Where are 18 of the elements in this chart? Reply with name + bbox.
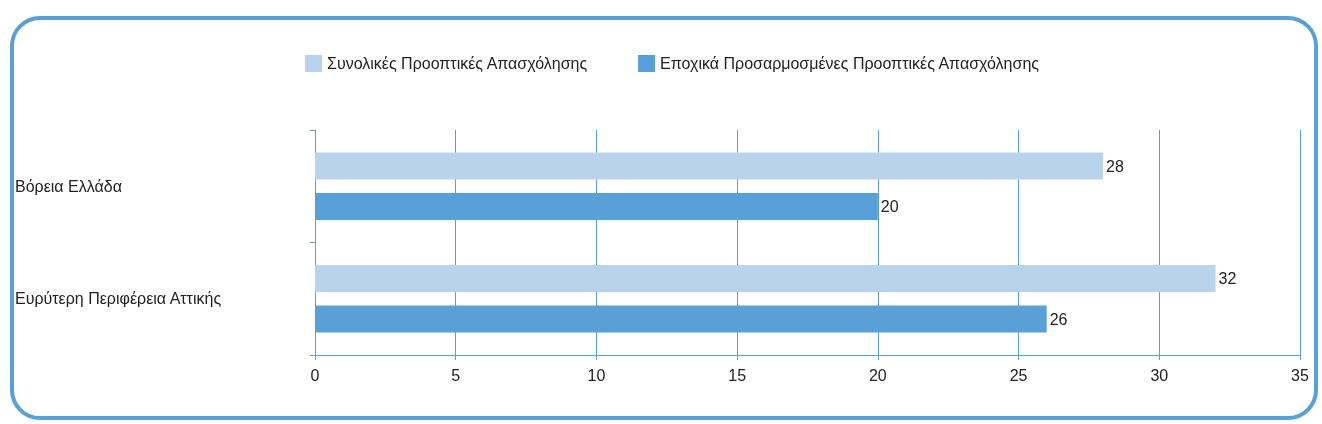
data-label: 26 [1049, 310, 1068, 328]
x-tick-label: 10 [587, 366, 606, 384]
y-tick-label: Ευρύτερη Περιφέρεια Αττικής [15, 290, 222, 308]
y-tick-label: Βόρεια Ελλάδα [15, 177, 122, 195]
x-tick-label: 5 [451, 366, 461, 384]
x-tick-label: 35 [1291, 366, 1309, 384]
legend-label: Συνολικές Προοπτικές Απασχόλησης [327, 55, 588, 72]
data-label: 28 [1106, 157, 1124, 175]
bar [315, 152, 1103, 180]
x-tick-label: 15 [728, 366, 747, 384]
bar [315, 265, 1216, 292]
x-tick-label: 25 [1009, 366, 1028, 384]
x-tick-label: 30 [1150, 366, 1169, 384]
x-tick-label: 20 [868, 366, 887, 384]
data-label: 20 [880, 198, 899, 215]
data-label: 32 [1218, 270, 1237, 287]
legend-label: Εποχικά Προσαρμοσμένες Προοπτικές Απασχόλησης [660, 55, 1040, 72]
x-tick-label: 0 [310, 366, 320, 384]
